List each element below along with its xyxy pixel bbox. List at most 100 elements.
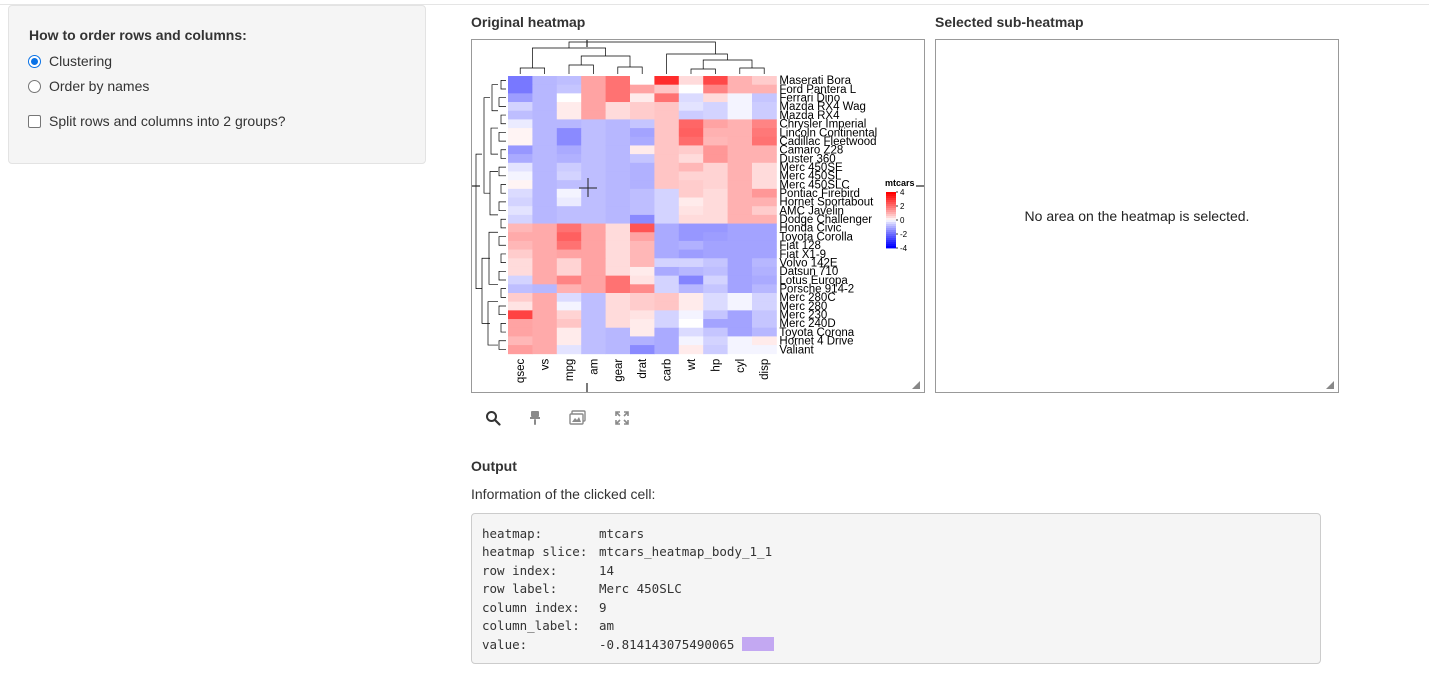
- heatmap-cell[interactable]: [508, 110, 533, 120]
- heatmap-cell[interactable]: [605, 310, 631, 320]
- heatmap-cell[interactable]: [727, 188, 753, 198]
- heatmap-cell[interactable]: [630, 336, 655, 346]
- heatmap-cell[interactable]: [630, 110, 655, 120]
- heatmap-cell[interactable]: [727, 301, 753, 311]
- heatmap-cell[interactable]: [727, 258, 753, 268]
- heatmap-cell[interactable]: [508, 102, 533, 112]
- heatmap-cell[interactable]: [752, 128, 777, 138]
- heatmap-cell[interactable]: [556, 223, 582, 233]
- heatmap-cell[interactable]: [752, 162, 777, 172]
- heatmap-cell[interactable]: [605, 336, 631, 346]
- heatmap-cell[interactable]: [605, 188, 631, 198]
- heatmap-cell[interactable]: [508, 214, 533, 224]
- heatmap-cell[interactable]: [605, 206, 631, 216]
- heatmap-cell[interactable]: [752, 301, 777, 311]
- heatmap-cell[interactable]: [727, 93, 753, 103]
- heatmap-cell[interactable]: [630, 249, 655, 259]
- heatmap-cell[interactable]: [508, 223, 533, 233]
- heatmap-cell[interactable]: [532, 154, 558, 164]
- brush-button[interactable]: [525, 408, 545, 428]
- heatmap-cell[interactable]: [508, 275, 533, 285]
- heatmap-cell[interactable]: [752, 214, 777, 224]
- search-button[interactable]: [483, 408, 503, 428]
- heatmap-cell[interactable]: [678, 84, 704, 94]
- heatmap-cell[interactable]: [605, 162, 631, 172]
- heatmap-cell[interactable]: [678, 232, 704, 242]
- heatmap-cell[interactable]: [556, 145, 582, 155]
- heatmap-cell[interactable]: [532, 284, 558, 294]
- heatmap-cell[interactable]: [678, 206, 704, 216]
- heatmap-cell[interactable]: [605, 93, 631, 103]
- heatmap-cell[interactable]: [508, 145, 533, 155]
- heatmap-cell[interactable]: [678, 180, 704, 190]
- radio-order-by-names[interactable]: Order by names: [28, 78, 149, 94]
- heatmap-cell[interactable]: [605, 249, 631, 259]
- heatmap-cell[interactable]: [727, 128, 753, 138]
- heatmap-cell[interactable]: [752, 180, 777, 190]
- split-groups-checkbox-control[interactable]: [28, 114, 41, 128]
- heatmap-cell[interactable]: [752, 266, 777, 277]
- heatmap-cell[interactable]: [508, 154, 533, 164]
- heatmap-cell[interactable]: [630, 258, 655, 268]
- heatmap-cell[interactable]: [752, 110, 777, 120]
- heatmap-cell[interactable]: [508, 171, 533, 181]
- heatmap-cell[interactable]: [678, 110, 704, 120]
- heatmap-cell[interactable]: [508, 232, 533, 242]
- heatmap-cell[interactable]: [654, 188, 680, 198]
- heatmap-cell[interactable]: [532, 319, 558, 329]
- heatmap-cell[interactable]: [654, 214, 680, 224]
- heatmap-cell[interactable]: [630, 136, 655, 146]
- heatmap-cell[interactable]: [532, 345, 558, 355]
- heatmap-body[interactable]: [508, 76, 777, 355]
- heatmap-cell[interactable]: [581, 223, 606, 233]
- heatmap-cell[interactable]: [654, 345, 680, 355]
- heatmap-cell[interactable]: [654, 301, 680, 311]
- heatmap-cell[interactable]: [678, 336, 704, 346]
- heatmap-cell[interactable]: [508, 266, 533, 277]
- heatmap-cell[interactable]: [556, 249, 582, 259]
- heatmap-cell[interactable]: [727, 145, 753, 155]
- resize-handle-icon[interactable]: [1326, 381, 1334, 389]
- heatmap-cell[interactable]: [727, 336, 753, 346]
- heatmap-cell[interactable]: [654, 258, 680, 268]
- heatmap-cell[interactable]: [508, 327, 533, 337]
- heatmap-cell[interactable]: [508, 76, 533, 86]
- heatmap-cell[interactable]: [630, 319, 655, 329]
- heatmap-cell[interactable]: [556, 232, 582, 242]
- radio-order-by-names-control[interactable]: [28, 79, 41, 93]
- heatmap-cell[interactable]: [727, 284, 753, 294]
- heatmap-cell[interactable]: [703, 84, 728, 94]
- heatmap-cell[interactable]: [630, 84, 655, 94]
- heatmap-cell[interactable]: [532, 136, 558, 146]
- heatmap-cell[interactable]: [581, 145, 606, 155]
- heatmap-cell[interactable]: [532, 128, 558, 138]
- heatmap-cell[interactable]: [752, 240, 777, 250]
- heatmap-cell[interactable]: [630, 327, 655, 337]
- heatmap-cell[interactable]: [605, 284, 631, 294]
- heatmap-cell[interactable]: [654, 284, 680, 294]
- heatmap-cell[interactable]: [508, 310, 533, 320]
- heatmap-cell[interactable]: [581, 76, 606, 86]
- heatmap-cell[interactable]: [556, 206, 582, 216]
- heatmap-cell[interactable]: [654, 319, 680, 329]
- heatmap-cell[interactable]: [703, 188, 728, 198]
- expand-button[interactable]: [612, 408, 632, 428]
- heatmap-cell[interactable]: [605, 76, 631, 86]
- heatmap-cell[interactable]: [654, 145, 680, 155]
- heatmap-cell[interactable]: [630, 154, 655, 164]
- heatmap-cell[interactable]: [630, 214, 655, 224]
- heatmap-cell[interactable]: [581, 301, 606, 311]
- heatmap-cell[interactable]: [508, 162, 533, 172]
- heatmap-cell[interactable]: [605, 145, 631, 155]
- heatmap-cell[interactable]: [678, 240, 704, 250]
- heatmap-cell[interactable]: [630, 284, 655, 294]
- heatmap-cell[interactable]: [752, 84, 777, 94]
- heatmap-cell[interactable]: [605, 84, 631, 94]
- heatmap-cell[interactable]: [630, 197, 655, 207]
- heatmap-cell[interactable]: [678, 275, 704, 285]
- heatmap-cell[interactable]: [581, 180, 606, 190]
- heatmap-cell[interactable]: [752, 319, 777, 329]
- heatmap-cell[interactable]: [581, 162, 606, 172]
- heatmap-cell[interactable]: [508, 188, 533, 198]
- heatmap-cell[interactable]: [508, 119, 533, 129]
